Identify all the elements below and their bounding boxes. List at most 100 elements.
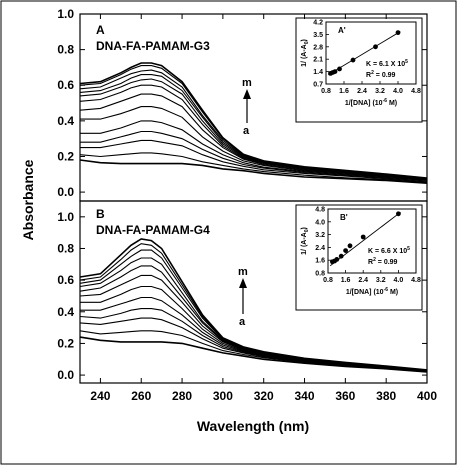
spectrum-line [79, 62, 428, 179]
inset-x-tick-label: 3.2 [375, 88, 385, 95]
panel-a-arrow: m a [242, 77, 252, 137]
y-tick-label: 0.4 [57, 114, 74, 128]
x-tick-label: 280 [172, 389, 192, 403]
inset-y-tick-label: 4.0 [315, 219, 325, 226]
inset-y-tick-label: 2.8 [313, 44, 323, 51]
inset-x-tick-label: 4.0 [394, 277, 404, 284]
inset-data-point [347, 243, 353, 249]
spectrum-line [80, 130, 428, 182]
x-tick-label: 400 [417, 389, 437, 403]
inset-x-tick-label: 4.0 [393, 88, 403, 95]
inset-data-point [373, 44, 378, 50]
inset-x-label: 1/[DNA] (10-6 M) [345, 98, 397, 107]
inset-a: 0.8 1.6 2.4 3.2 4.0 4.8 0.7 1.4 2.1 2.8 3.5 4.2 A' K … [295, 17, 423, 123]
inset-y-tick-label: 1.4 [313, 69, 323, 76]
inset-y-tick-label: 3.5 [313, 32, 323, 39]
spectrum-line [79, 159, 428, 184]
panel-b-spectra [79, 238, 428, 373]
inset-label: A' [338, 26, 346, 35]
spectrum-line [79, 152, 428, 183]
panel-b-y-axis: 0.0 0.2 0.4 0.6 0.8 1.0 [57, 210, 427, 382]
panel-a-arrow-top-label: m [242, 77, 252, 89]
inset-y-tick-label: 2.1 [313, 57, 323, 64]
y-tick-label: 0.6 [57, 78, 74, 92]
x-axis: 240 260 280 300 320 340 360 380 400 [90, 14, 437, 403]
inset-plot-area [327, 208, 417, 274]
inset-x-label: 1/[DNA] (10-6 M) [346, 287, 398, 296]
inset-data-point [334, 257, 340, 262]
inset-frame [295, 204, 423, 311]
panel-a-title: DNA-FA-PAMAM-G3 [96, 39, 210, 53]
inset-y-tick-label: 1.6 [315, 258, 325, 265]
x-tick-label: 340 [295, 389, 315, 403]
inset-x-tick-label: 1.6 [339, 88, 349, 95]
spectrum-line [79, 336, 428, 373]
inset-data-point [395, 30, 401, 36]
panel-b: 0.0 0.2 0.4 0.6 0.8 1.0 B DNA-FA-PAMAM-G4 m a… [57, 200, 428, 384]
spectrum-line [80, 139, 428, 182]
x-tick-label: 300 [213, 389, 233, 403]
inset-data-point [350, 57, 356, 63]
inset-data-point [337, 66, 342, 72]
inset-k-value: K = 6.1 X 105 [366, 59, 408, 68]
x-tick-label: 320 [254, 389, 274, 403]
inset-data-point [360, 234, 366, 240]
inset-plot-area [325, 21, 417, 85]
inset-y-label: 1/ (A-A0) [301, 39, 310, 67]
y-tick-label: 1.0 [57, 7, 74, 21]
panel-b-arrow: m a [238, 266, 248, 328]
x-tick-label: 380 [376, 389, 396, 403]
inset-frame [295, 17, 423, 123]
x-tick-label: 360 [335, 389, 355, 403]
inset-data-point [396, 211, 401, 217]
inset-y-tick-label: 4.2 [313, 20, 323, 27]
inset-y-label: 1/ (A-A0) [301, 227, 310, 255]
y-tick-label: 0.8 [57, 43, 74, 57]
inset-x-tick-label: 0.8 [321, 88, 331, 95]
inset-b: 0.8 1.6 2.4 3.2 4.0 4.8 0.8 1.6 2.4 3.2 4.0 4.8 B' K … [295, 204, 423, 311]
inset-data-point [332, 69, 338, 74]
y-tick-label: 0.0 [57, 368, 74, 382]
panel-b-title: DNA-FA-PAMAM-G4 [96, 223, 210, 237]
x-axis-label: Wavelength (nm) [197, 418, 309, 434]
y-tick-label: 1.0 [57, 210, 74, 224]
inset-y-tick-label: 0.7 [313, 82, 323, 89]
panel-a-spectra [79, 62, 428, 184]
y-tick-label: 0.4 [57, 305, 74, 319]
inset-label: B' [340, 213, 348, 222]
inset-y-tick-label: 0.8 [315, 271, 325, 278]
inset-x-tick-label: 4.8 [411, 277, 421, 284]
spectrum-line [80, 120, 428, 181]
inset-r2-value: R2 = 0.99 [366, 70, 396, 79]
panel-b-arrow-bottom-label: a [239, 316, 246, 328]
panel-a-y-axis: 0.0 0.2 0.4 0.6 0.8 1.0 [57, 7, 427, 199]
panel-a-arrow-head [243, 89, 251, 99]
panel-a-arrow-bottom-label: a [243, 125, 250, 137]
y-tick-label: 0.8 [57, 241, 74, 255]
spectrum-line [79, 93, 428, 180]
inset-x-tick-label: 1.6 [341, 277, 351, 284]
inset-x-tick-label: 2.4 [357, 88, 367, 95]
y-tick-label: 0.2 [57, 336, 74, 350]
spectrum-line [79, 308, 428, 372]
inset-x-tick-label: 2.4 [358, 277, 368, 284]
y-axis-label: Absorbance [20, 159, 36, 240]
panel-a: 0.0 0.2 0.4 0.6 0.8 1.0 A DNA-FA-PAMAM-G3 m a… [57, 7, 428, 202]
inset-x-tick-label: 3.2 [376, 277, 386, 284]
inset-y-tick-label: 4.8 [315, 207, 325, 214]
inset-data-point [338, 253, 344, 259]
inset-k-value: K = 6.6 X 105 [368, 246, 410, 255]
spectrum-line [79, 330, 428, 373]
y-tick-label: 0.2 [57, 149, 74, 163]
spectrum-line [79, 238, 428, 371]
inset-r2-value: R2 = 0.99 [368, 257, 398, 266]
y-tick-label: 0.6 [57, 273, 74, 287]
y-tick-label: 0.0 [57, 185, 74, 199]
spectrum-line [80, 106, 428, 181]
panel-b-arrow-head [239, 278, 247, 288]
panel-b-letter: B [96, 207, 105, 221]
inset-y-tick-label: 2.4 [315, 245, 325, 252]
inset-data-point [343, 248, 348, 254]
inset-y-tick-label: 3.2 [315, 232, 325, 239]
